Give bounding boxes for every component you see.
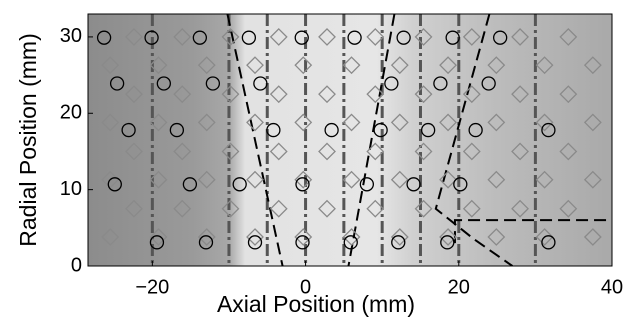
x-tick-label: 20 <box>448 276 470 298</box>
chart: Axial Position (mm) Radial Position (mm)… <box>0 0 626 326</box>
y-axis-label: Radial Position (mm) <box>15 33 41 246</box>
y-tick-label: 10 <box>60 178 82 200</box>
y-tick-label: 0 <box>71 254 82 276</box>
y-tick-label: 30 <box>60 25 82 47</box>
page: {"chart_data": {"type": "scatter", "xlab… <box>0 0 626 326</box>
background-image <box>88 14 612 266</box>
x-tick-label: 0 <box>300 276 311 298</box>
x-tick-label: 40 <box>601 276 623 298</box>
y-tick-label: 20 <box>60 102 82 124</box>
x-tick-label: −20 <box>135 276 169 298</box>
x-axis-label: Axial Position (mm) <box>217 291 415 317</box>
